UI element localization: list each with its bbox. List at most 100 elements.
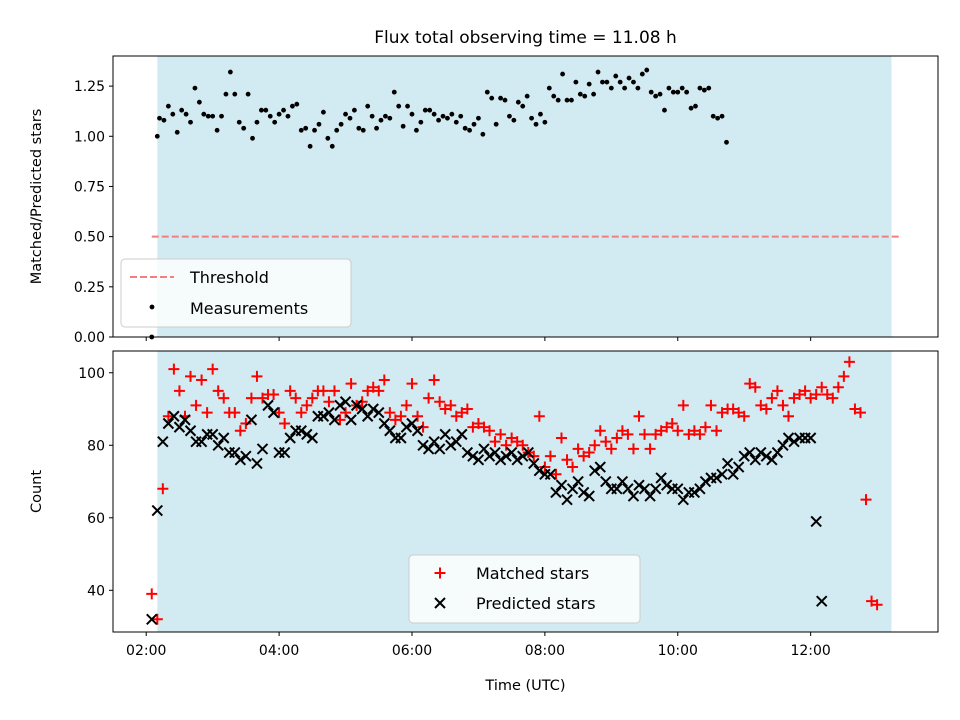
data-point (195, 435, 208, 448)
data-point (644, 67, 650, 73)
data-point (174, 129, 180, 135)
data-point (234, 454, 247, 466)
data-point (600, 475, 612, 488)
x-axis-label: Time (UTC) (484, 678, 565, 694)
data-point (502, 97, 508, 103)
data-point (312, 127, 317, 133)
data-point (345, 378, 357, 390)
axes-frame (112, 350, 939, 633)
data-point (428, 435, 440, 448)
data-point (522, 446, 534, 459)
data-point (295, 407, 307, 419)
data-point (666, 85, 672, 91)
data-point (854, 407, 866, 419)
data-point (493, 121, 499, 127)
data-point (517, 450, 529, 462)
data-point (367, 381, 379, 393)
data-point (716, 407, 728, 419)
data-point (440, 113, 446, 119)
data-point (662, 107, 667, 113)
ratio-panel: 0.00 0.25 0.50 0.75 1.00 1.25 Matched/Predicte… (29, 28, 939, 346)
data-point (461, 446, 474, 459)
data-point (666, 418, 678, 430)
data-point (472, 454, 485, 466)
data-point (566, 483, 579, 495)
data-point (582, 93, 588, 99)
data-point (648, 89, 654, 95)
data-point (583, 490, 595, 502)
data-point (694, 483, 706, 495)
data-point (445, 399, 457, 411)
data-point (245, 91, 251, 97)
data-point (555, 479, 568, 491)
data-point (456, 407, 468, 419)
data-point (378, 117, 384, 123)
data-point (804, 432, 817, 444)
data-point (395, 410, 407, 422)
data-point (627, 443, 639, 455)
x-tick-label: 06:00 (392, 643, 432, 659)
series-predicted-stars (146, 396, 828, 626)
data-point (631, 79, 636, 85)
data-point (367, 403, 379, 415)
data-point (168, 363, 180, 375)
data-point (183, 111, 189, 117)
data-point (151, 613, 163, 625)
data-point (414, 127, 419, 133)
data-point (550, 468, 562, 480)
legend-box (408, 554, 641, 624)
data-point (701, 87, 707, 93)
data-point (550, 486, 562, 499)
data-point (476, 115, 481, 121)
data-point (777, 439, 789, 451)
data-point (672, 483, 684, 495)
data-point (301, 428, 313, 441)
data-point (378, 417, 391, 430)
data-point (422, 443, 435, 455)
data-point (295, 425, 307, 437)
data-point (616, 475, 629, 488)
data-point (644, 490, 656, 502)
data-point (433, 443, 446, 455)
data-point (406, 378, 418, 390)
data-point (323, 396, 335, 408)
data-point (810, 389, 822, 401)
data-point (356, 403, 368, 415)
data-point (179, 107, 185, 113)
data-point (693, 103, 698, 109)
data-point (771, 385, 783, 397)
data-point (657, 91, 663, 97)
data-point (196, 99, 202, 105)
data-point (157, 115, 162, 121)
series-measurements (149, 67, 729, 340)
data-point (724, 139, 729, 145)
data-point (462, 125, 468, 131)
data-point (489, 436, 501, 448)
data-point (838, 370, 850, 382)
data-point (827, 392, 839, 404)
data-point (383, 113, 388, 119)
data-point (323, 406, 335, 419)
data-point (572, 475, 584, 488)
data-point (705, 399, 717, 411)
data-point (201, 407, 213, 419)
y-tick-label: 1.00 (74, 129, 105, 145)
data-point (489, 446, 501, 459)
data-point (511, 117, 517, 123)
data-point (635, 85, 641, 91)
data-point (716, 468, 728, 480)
data-point (699, 421, 711, 433)
data-point (236, 119, 242, 125)
data-point (338, 121, 344, 127)
data-point (816, 381, 828, 393)
legend-predicted-swatch (434, 597, 446, 609)
data-point (866, 595, 878, 607)
data-point (206, 428, 219, 441)
data-point (218, 392, 230, 404)
data-point (539, 461, 551, 473)
data-point (569, 97, 574, 103)
data-point (281, 107, 286, 113)
data-point (677, 493, 690, 506)
data-point (276, 111, 282, 117)
data-point (362, 385, 374, 397)
